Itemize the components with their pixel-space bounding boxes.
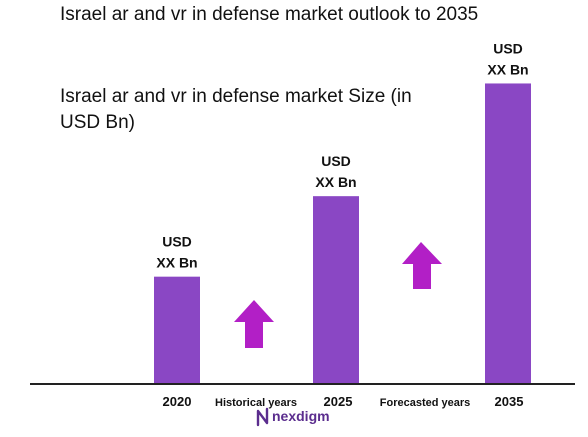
period-label-historical: Historical years [215,397,297,409]
brand-logo: nexdigm [256,407,330,427]
period-label-forecasted: Forecasted years [380,397,471,409]
logo-text: nexdigm [272,408,330,424]
x-tick-label: 2025 [324,394,353,409]
bar-2025 [313,196,359,384]
bar-data-label: XX Bn [315,174,356,190]
logo-mark-icon [256,407,269,427]
bar-2020 [154,276,200,384]
bar-data-label: XX Bn [156,255,197,271]
x-tick-label: 2020 [163,394,192,409]
growth-arrow-icon [402,242,442,289]
bar-data-label: XX Bn [487,61,528,77]
bars-group [154,83,531,384]
bar-data-label: USD [162,234,192,250]
growth-arrow-icon [234,300,274,348]
growth-arrows [234,242,442,348]
chart-title: Israel ar and vr in defense market outlo… [60,4,479,25]
data-labels-group: USD XX Bn USD XX Bn USD XX Bn [156,40,528,270]
x-tick-label: 2035 [495,394,524,409]
bar-data-label: USD [493,40,523,56]
chart-subtitle: Israel ar and vr in defense market Size … [60,86,412,133]
bar-2035 [485,83,531,384]
bar-data-label: USD [321,153,351,169]
